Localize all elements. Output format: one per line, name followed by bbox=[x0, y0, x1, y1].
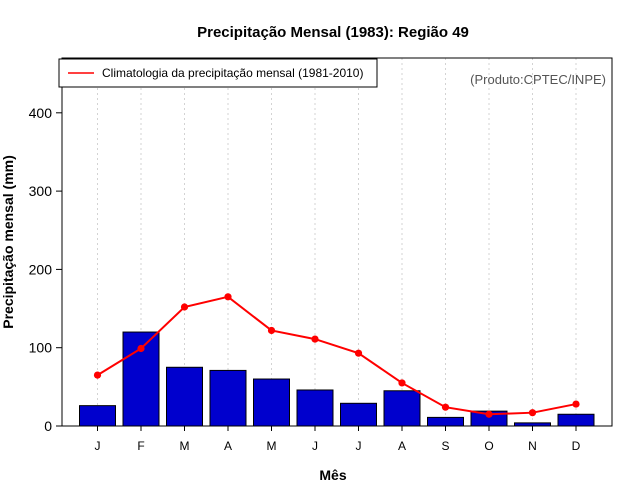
y-tick-label: 100 bbox=[29, 340, 53, 356]
climatology-series bbox=[93, 293, 580, 418]
x-tick-label: M bbox=[267, 439, 277, 453]
x-tick-label: J bbox=[95, 439, 101, 453]
y-tick-label: 0 bbox=[44, 418, 52, 434]
climatology-point bbox=[528, 409, 537, 417]
bar bbox=[340, 402, 377, 427]
climatology-point bbox=[267, 326, 276, 335]
product-annotation: (Produto:CPTEC/INPE) bbox=[470, 72, 606, 87]
x-tick-label: J bbox=[356, 439, 362, 453]
x-tick-label: M bbox=[180, 439, 190, 453]
y-tick-label: 300 bbox=[29, 183, 53, 199]
climatology-point bbox=[224, 293, 232, 301]
x-tick-label: S bbox=[441, 439, 449, 453]
bar bbox=[427, 416, 464, 427]
bar bbox=[296, 389, 334, 427]
bar bbox=[166, 366, 203, 427]
climatology-point bbox=[93, 371, 102, 379]
bar bbox=[253, 378, 290, 427]
climatology-point bbox=[354, 349, 363, 357]
climatology-point bbox=[485, 410, 493, 418]
y-axis: 0 100 200 300 400 bbox=[29, 105, 62, 434]
legend: Climatologia da precipitação mensal (198… bbox=[58, 58, 378, 88]
bar bbox=[209, 369, 247, 427]
x-tick-label: J bbox=[312, 439, 318, 453]
legend-box bbox=[58, 58, 378, 88]
bar bbox=[383, 390, 421, 427]
climatology-point bbox=[398, 379, 406, 387]
y-tick-label: 400 bbox=[29, 105, 53, 121]
bar-series bbox=[79, 331, 595, 427]
chart-title: Precipitação Mensal (1983): Região 49 bbox=[197, 24, 469, 41]
climatology-line bbox=[96, 295, 577, 416]
climatology-point bbox=[180, 303, 189, 311]
x-tick-label: A bbox=[398, 439, 406, 453]
x-tick-label: O bbox=[484, 439, 493, 453]
x-tick-label: F bbox=[137, 439, 144, 453]
legend-entry: Climatologia da precipitação mensal (198… bbox=[102, 66, 363, 80]
plot-frame bbox=[61, 57, 613, 427]
bar bbox=[79, 405, 116, 427]
x-tick-label: N bbox=[528, 439, 537, 453]
climatology-point bbox=[572, 400, 580, 408]
bar bbox=[557, 413, 595, 427]
x-axis-label: Mês bbox=[319, 467, 346, 483]
y-axis-label: Precipitação mensal (mm) bbox=[0, 155, 16, 329]
climatology-point bbox=[441, 403, 450, 411]
x-tick-label: A bbox=[224, 439, 232, 453]
x-tick-label: D bbox=[572, 439, 581, 453]
y-tick-label: 200 bbox=[29, 261, 53, 277]
climatology-point bbox=[137, 344, 145, 353]
climatology-point bbox=[311, 335, 319, 343]
